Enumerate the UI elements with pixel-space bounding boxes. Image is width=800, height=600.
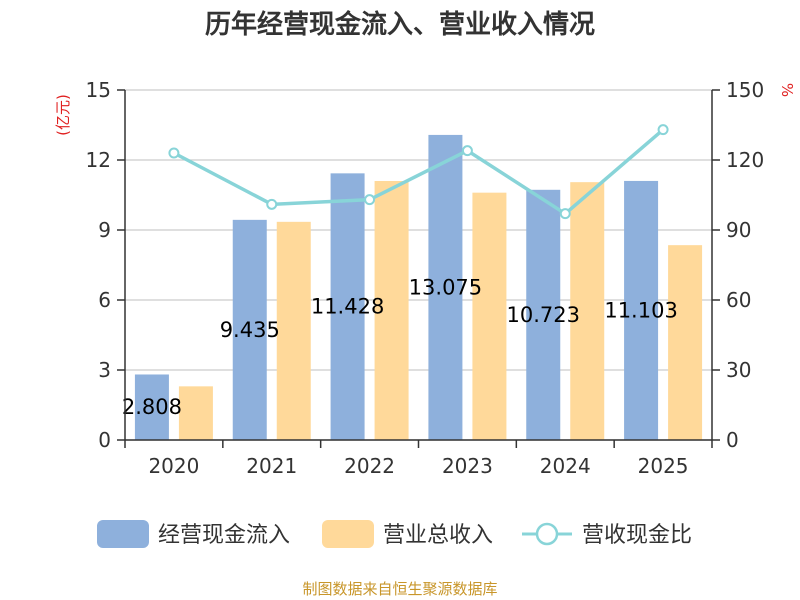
- left-tick-label: 6: [98, 288, 111, 312]
- chart-title: 历年经营现金流入、营业收入情况: [205, 9, 595, 40]
- bars: [134, 134, 703, 440]
- left-tick-label: 9: [98, 218, 111, 242]
- x-tick-label: 2025: [638, 454, 689, 478]
- right-tick-label: 60: [726, 288, 751, 312]
- right-axis-unit: %: [778, 83, 796, 97]
- left-axis-unit: (亿元): [54, 94, 72, 136]
- left-tick-label: 3: [98, 358, 111, 382]
- bar-cash-inflow: [428, 134, 463, 440]
- x-tick-label: 2020: [148, 454, 199, 478]
- bar-revenue: [668, 245, 703, 440]
- right-tick-label: 30: [726, 358, 751, 382]
- ratio-point: [168, 147, 180, 159]
- x-tick-label: 2021: [246, 454, 297, 478]
- left-tick-label: 0: [98, 428, 111, 452]
- data-label: 10.723: [507, 303, 580, 327]
- data-label: 13.075: [409, 275, 482, 299]
- legend-swatch-cash-inflow: [97, 520, 149, 548]
- bar-revenue: [178, 386, 213, 440]
- legend-label-cash-inflow: 经营现金流入: [158, 523, 290, 548]
- bar-revenue: [472, 192, 507, 440]
- x-tick-label: 2024: [540, 454, 591, 478]
- left-tick-label: 12: [86, 148, 111, 172]
- x-tick-label: 2022: [344, 454, 395, 478]
- data-label: 9.435: [220, 318, 280, 342]
- data-label: 11.428: [311, 295, 384, 319]
- ratio-point: [461, 145, 473, 157]
- ratio-point: [657, 124, 669, 136]
- bar-revenue: [276, 221, 311, 440]
- bar-revenue: [570, 182, 605, 440]
- ratio-point: [364, 194, 376, 206]
- bar-cash-inflow: [232, 219, 267, 440]
- ratio-point: [559, 208, 571, 220]
- gridlines: [125, 89, 712, 441]
- source-note: 制图数据来自恒生聚源数据库: [302, 580, 497, 598]
- bar-cash-inflow: [526, 189, 561, 440]
- right-tick-label: 90: [726, 218, 751, 242]
- data-label: 2.808: [122, 395, 182, 419]
- legend-label-ratio: 营收现金比: [582, 523, 692, 548]
- bar-revenue: [374, 181, 409, 440]
- ratio-line-path: [173, 128, 665, 216]
- bar-cash-inflow: [134, 374, 169, 440]
- ratio-point: [266, 198, 278, 210]
- right-tick-label: 150: [726, 78, 764, 102]
- right-tick-label: 0: [726, 428, 739, 452]
- legend-swatch-ratio-marker: [535, 522, 559, 546]
- legend-swatch-revenue: [322, 520, 374, 548]
- legend-label-revenue: 营业总收入: [383, 523, 493, 548]
- bar-cash-inflow: [330, 173, 365, 440]
- data-labels: 2.808 9.435 11.428 13.075 10.723 11.103: [122, 275, 678, 419]
- data-label: 11.103: [604, 298, 677, 322]
- right-tick-label: 120: [726, 148, 764, 172]
- left-tick-label: 15: [86, 78, 111, 102]
- x-tick-label: 2023: [442, 454, 493, 478]
- ratio-line: [168, 124, 669, 220]
- bar-cash-inflow: [624, 180, 659, 440]
- legend: 经营现金流入 营业总收入 营收现金比: [97, 520, 692, 548]
